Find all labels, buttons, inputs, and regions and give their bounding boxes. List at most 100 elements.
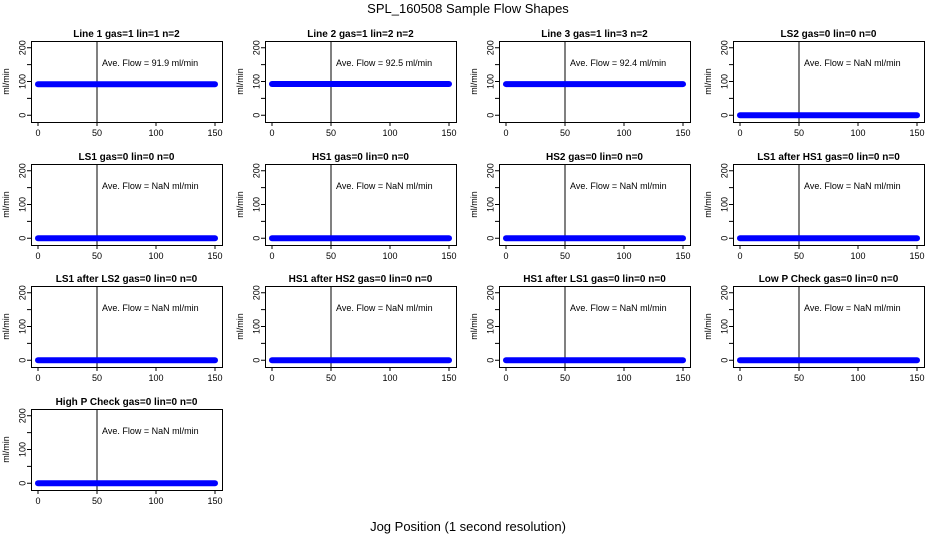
- x-tick-label: 100: [850, 251, 865, 261]
- figure-title: SPL_160508 Sample Flow Shapes: [367, 1, 569, 16]
- y-tick-label: 100: [17, 197, 27, 212]
- panel-y-label: ml/min: [1, 436, 11, 463]
- x-tick-label: 0: [737, 128, 742, 138]
- x-tick-label: 0: [737, 373, 742, 383]
- x-tick-label: 100: [616, 373, 631, 383]
- y-tick-label: 0: [17, 481, 27, 486]
- panel-title: HS2 gas=0 lin=0 n=0: [546, 152, 643, 163]
- x-tick-label: 100: [616, 128, 631, 138]
- y-tick-label: 0: [251, 358, 261, 363]
- plot-frame: [733, 41, 925, 123]
- y-tick-label: 100: [719, 197, 729, 212]
- panel-title: LS2 gas=0 lin=0 n=0: [781, 29, 877, 40]
- x-tick-label: 50: [92, 251, 102, 261]
- y-tick-label: 0: [485, 236, 495, 241]
- plot-frame: [31, 164, 223, 246]
- x-tick-label: 0: [503, 251, 508, 261]
- panel-y-label: ml/min: [703, 68, 713, 95]
- plot-frame: [733, 164, 925, 246]
- panel-title: LS1 after HS1 gas=0 lin=0 n=0: [757, 152, 900, 163]
- panel-title: LS1 gas=0 lin=0 n=0: [79, 152, 175, 163]
- ave-flow-annotation: Ave. Flow = 92.4 ml/min: [570, 58, 666, 68]
- panel-y-label: ml/min: [703, 191, 713, 218]
- panel: LS2 gas=0 lin=0 n=0 ml/min 0 100 200 0 50 100 15…: [703, 29, 925, 138]
- panel-y-label: ml/min: [1, 191, 11, 218]
- panel: Line 2 gas=1 lin=2 n=2 ml/min 0 100 200 0 50 10…: [235, 29, 457, 138]
- x-tick-label: 50: [92, 496, 102, 506]
- y-tick-label: 200: [719, 285, 729, 300]
- x-tick-label: 100: [850, 373, 865, 383]
- x-tick-label: 50: [326, 251, 336, 261]
- ave-flow-annotation: Ave. Flow = 91.9 ml/min: [102, 58, 198, 68]
- ave-flow-annotation: Ave. Flow = NaN ml/min: [804, 58, 901, 68]
- y-tick-label: 0: [251, 113, 261, 118]
- y-tick-label: 200: [485, 285, 495, 300]
- y-tick-label: 0: [485, 358, 495, 363]
- x-tick-label: 0: [503, 373, 508, 383]
- x-tick-label: 150: [441, 373, 456, 383]
- y-tick-label: 100: [17, 319, 27, 334]
- x-tick-label: 100: [850, 128, 865, 138]
- plot-frame: [31, 41, 223, 123]
- y-tick-label: 100: [719, 74, 729, 89]
- x-tick-label: 150: [675, 128, 690, 138]
- panel-y-label: ml/min: [703, 313, 713, 340]
- y-tick-label: 200: [17, 163, 27, 178]
- x-tick-label: 100: [382, 128, 397, 138]
- figure-x-label: Jog Position (1 second resolution): [370, 519, 566, 534]
- panel-title: HS1 gas=0 lin=0 n=0: [312, 152, 409, 163]
- x-tick-label: 0: [269, 128, 274, 138]
- y-tick-label: 0: [719, 113, 729, 118]
- x-tick-label: 50: [326, 128, 336, 138]
- x-tick-label: 0: [737, 251, 742, 261]
- y-tick-label: 0: [17, 236, 27, 241]
- y-tick-label: 100: [485, 197, 495, 212]
- x-tick-label: 50: [794, 251, 804, 261]
- panel-title: Low P Check gas=0 lin=0 n=0: [759, 274, 899, 285]
- plot-frame: [733, 286, 925, 368]
- x-tick-label: 0: [269, 373, 274, 383]
- panel-y-label: ml/min: [469, 68, 479, 95]
- x-tick-label: 150: [207, 496, 222, 506]
- plot-frame: [265, 286, 457, 368]
- x-tick-label: 150: [441, 251, 456, 261]
- panel: HS1 gas=0 lin=0 n=0 ml/min 0 100 200 0 50 100 15…: [235, 152, 457, 261]
- x-tick-label: 150: [909, 251, 924, 261]
- panel-y-label: ml/min: [1, 313, 11, 340]
- x-tick-label: 50: [560, 373, 570, 383]
- y-tick-label: 100: [17, 74, 27, 89]
- x-tick-label: 50: [794, 128, 804, 138]
- panel-title: HS1 after HS2 gas=0 lin=0 n=0: [289, 274, 433, 285]
- plot-frame: [31, 409, 223, 491]
- x-tick-label: 0: [35, 128, 40, 138]
- panel: High P Check gas=0 lin=0 n=0 ml/min 0 100 20…: [1, 397, 223, 506]
- panel-title: Line 2 gas=1 lin=2 n=2: [307, 29, 414, 40]
- x-tick-label: 0: [35, 373, 40, 383]
- panel-y-label: ml/min: [235, 313, 245, 340]
- panel-title: HS1 after LS1 gas=0 lin=0 n=0: [523, 274, 666, 285]
- panel-y-label: ml/min: [235, 191, 245, 218]
- x-tick-label: 50: [92, 128, 102, 138]
- panel-title: Line 3 gas=1 lin=3 n=2: [541, 29, 648, 40]
- x-tick-label: 50: [794, 373, 804, 383]
- x-tick-label: 50: [92, 373, 102, 383]
- ave-flow-annotation: Ave. Flow = NaN ml/min: [102, 303, 199, 313]
- x-tick-label: 50: [560, 251, 570, 261]
- y-tick-label: 100: [485, 74, 495, 89]
- x-tick-label: 150: [441, 128, 456, 138]
- panel: HS2 gas=0 lin=0 n=0 ml/min 0 100 200 0 50 100 15…: [469, 152, 691, 261]
- y-tick-label: 0: [17, 358, 27, 363]
- y-tick-label: 100: [251, 197, 261, 212]
- panel-title: LS1 after LS2 gas=0 lin=0 n=0: [56, 274, 198, 285]
- panel: Low P Check gas=0 lin=0 n=0 ml/min 0 100 200…: [703, 274, 925, 383]
- x-tick-label: 100: [616, 251, 631, 261]
- y-tick-label: 200: [719, 40, 729, 55]
- ave-flow-annotation: Ave. Flow = NaN ml/min: [804, 303, 901, 313]
- panel: Line 3 gas=1 lin=3 n=2 ml/min 0 100 200 0 50 10…: [469, 29, 691, 138]
- panel: Line 1 gas=1 lin=1 n=2 ml/min 0 100 200 0 50 10…: [1, 29, 223, 138]
- panel: LS1 after LS2 gas=0 lin=0 n=0 ml/min 0 100 2…: [1, 274, 223, 383]
- panel-y-label: ml/min: [235, 68, 245, 95]
- x-tick-label: 100: [148, 496, 163, 506]
- x-tick-label: 100: [382, 373, 397, 383]
- x-tick-label: 100: [148, 251, 163, 261]
